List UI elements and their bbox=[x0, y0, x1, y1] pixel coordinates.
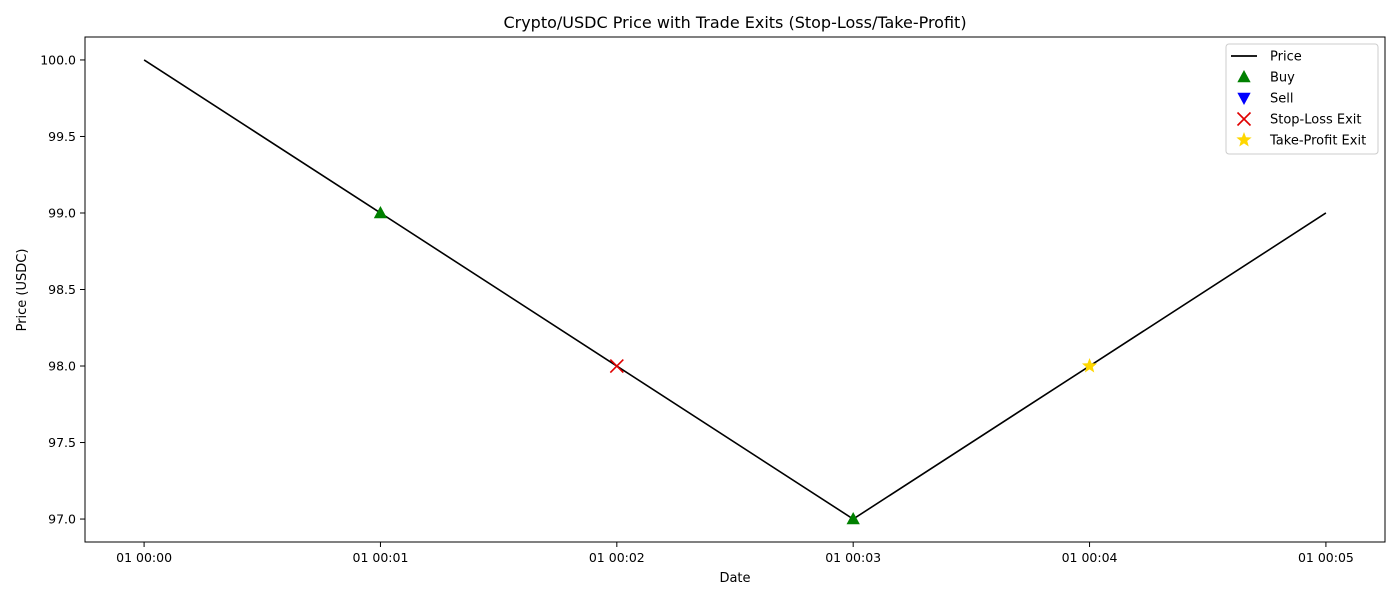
y-tick-label: 99.5 bbox=[48, 129, 76, 144]
take-profit-exit-marker bbox=[1081, 358, 1098, 373]
plot-frame bbox=[84, 36, 1386, 543]
chart-title: Crypto/USDC Price with Trade Exits (Stop… bbox=[503, 13, 966, 32]
x-tick-label: 01 00:04 bbox=[1062, 550, 1118, 565]
y-tick-label: 99.0 bbox=[48, 205, 76, 220]
y-tick-label: 100.0 bbox=[40, 52, 76, 67]
y-tick-label: 97.0 bbox=[48, 512, 76, 527]
legend-swatch-buy bbox=[1237, 70, 1251, 83]
plot-area bbox=[84, 36, 1386, 543]
legend-swatch-sell bbox=[1237, 92, 1251, 105]
stop-loss-exit-marker bbox=[609, 358, 624, 374]
legend-swatch-stop-loss-exit bbox=[1236, 111, 1252, 127]
x-tick-label: 01 00:05 bbox=[1298, 550, 1354, 565]
legend: Price Buy Sell Stop-Loss Exit Take-Profit Ex… bbox=[1225, 43, 1379, 155]
buy-marker bbox=[373, 205, 388, 219]
y-tick-label: 98.5 bbox=[48, 282, 76, 297]
y-axis: 97.0 97.5 98.0 98.5 99.0 99.5 100.0 bbox=[40, 52, 85, 527]
legend-label-buy: Buy bbox=[1270, 71, 1295, 86]
legend-swatch-take-profit-exit bbox=[1236, 132, 1252, 147]
y-tick-label: 98.0 bbox=[48, 359, 76, 374]
legend-label-sell: Sell bbox=[1270, 92, 1293, 107]
price-line bbox=[143, 59, 1327, 521]
x-tick-label: 01 00:02 bbox=[589, 550, 645, 565]
x-axis-label: Date bbox=[719, 571, 750, 586]
x-tick-label: 01 00:03 bbox=[825, 550, 881, 565]
x-tick-label: 01 00:00 bbox=[116, 550, 172, 565]
y-tick-label: 97.5 bbox=[48, 435, 76, 450]
legend-label-price: Price bbox=[1270, 50, 1302, 65]
legend-box bbox=[1225, 43, 1379, 155]
y-axis-label: Price (USDC) bbox=[15, 249, 30, 332]
buy-marker bbox=[846, 512, 860, 525]
legend-label-stop-loss-exit: Stop-Loss Exit bbox=[1270, 113, 1362, 128]
x-tick-label: 01 00:01 bbox=[353, 550, 409, 565]
series-layer bbox=[143, 59, 1327, 525]
legend-label-take-profit-exit: Take-Profit Exit bbox=[1269, 134, 1366, 149]
x-axis: 01 00:00 01 00:01 01 00:02 01 00:03 01 00:04… bbox=[116, 542, 1354, 565]
